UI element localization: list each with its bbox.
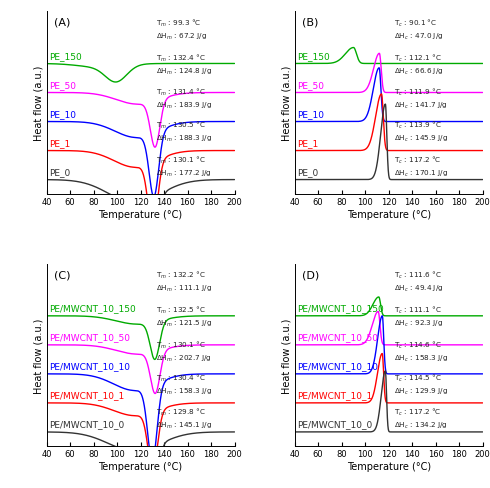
Text: PE_10: PE_10 bbox=[49, 110, 76, 119]
Text: T$_c$ : 111.6 °C
ΔH$_c$ : 49.4 J/g: T$_c$ : 111.6 °C ΔH$_c$ : 49.4 J/g bbox=[394, 269, 444, 294]
Text: PE_150: PE_150 bbox=[297, 52, 330, 61]
X-axis label: Temperature (°C): Temperature (°C) bbox=[98, 461, 183, 471]
Text: PE_50: PE_50 bbox=[49, 81, 76, 90]
X-axis label: Temperature (°C): Temperature (°C) bbox=[346, 461, 431, 471]
Text: (A): (A) bbox=[54, 18, 71, 28]
Text: T$_c$ : 111.9 °C
ΔH$_c$ : 141.7 J/g: T$_c$ : 111.9 °C ΔH$_c$ : 141.7 J/g bbox=[394, 87, 448, 111]
X-axis label: Temperature (°C): Temperature (°C) bbox=[98, 209, 183, 219]
Text: T$_c$ : 111.1 °C
ΔH$_c$ : 92.3 J/g: T$_c$ : 111.1 °C ΔH$_c$ : 92.3 J/g bbox=[394, 304, 443, 328]
Text: PE_1: PE_1 bbox=[297, 139, 318, 148]
Text: PE/MWCNT_10_0: PE/MWCNT_10_0 bbox=[49, 420, 124, 428]
Y-axis label: Heat flow (a.u.): Heat flow (a.u.) bbox=[282, 318, 292, 393]
Text: T$_m$ : 132.2 °C
ΔH$_m$ : 111.1 J/g: T$_m$ : 132.2 °C ΔH$_m$ : 111.1 J/g bbox=[156, 269, 212, 294]
Text: PE/MWCNT_10_50: PE/MWCNT_10_50 bbox=[49, 333, 130, 342]
Text: PE/MWCNT_10_50: PE/MWCNT_10_50 bbox=[297, 333, 378, 342]
Text: T$_m$ : 129.8 °C
ΔH$_m$ : 145.1 J/g: T$_m$ : 129.8 °C ΔH$_m$ : 145.1 J/g bbox=[156, 407, 212, 430]
Y-axis label: Heat flow (a.u.): Heat flow (a.u.) bbox=[282, 66, 292, 141]
Text: T$_c$ : 113.9 °C
ΔH$_c$ : 145.9 J/g: T$_c$ : 113.9 °C ΔH$_c$ : 145.9 J/g bbox=[394, 120, 448, 144]
Text: PE_50: PE_50 bbox=[297, 81, 324, 90]
Text: PE_0: PE_0 bbox=[297, 168, 318, 177]
Text: (D): (D) bbox=[302, 269, 319, 280]
Text: PE/MWCNT_10_1: PE/MWCNT_10_1 bbox=[49, 390, 124, 400]
Text: T$_c$ : 90.1 °C
ΔH$_c$ : 47.0 J/g: T$_c$ : 90.1 °C ΔH$_c$ : 47.0 J/g bbox=[394, 18, 444, 42]
Y-axis label: Heat flow (a.u.): Heat flow (a.u.) bbox=[34, 66, 44, 141]
Text: T$_m$ : 130.4 °C
ΔH$_m$ : 158.3 J/g: T$_m$ : 130.4 °C ΔH$_m$ : 158.3 J/g bbox=[156, 372, 212, 396]
Text: T$_c$ : 114.6 °C
ΔH$_c$ : 158.3 J/g: T$_c$ : 114.6 °C ΔH$_c$ : 158.3 J/g bbox=[394, 339, 448, 363]
Text: PE/MWCNT_10_1: PE/MWCNT_10_1 bbox=[297, 390, 372, 400]
Text: T$_m$ : 99.3 °C
ΔH$_m$ : 67.2 J/g: T$_m$ : 99.3 °C ΔH$_m$ : 67.2 J/g bbox=[156, 18, 207, 42]
Text: PE_10: PE_10 bbox=[297, 110, 324, 119]
Text: T$_c$ : 112.1 °C
ΔH$_c$ : 66.6 J/g: T$_c$ : 112.1 °C ΔH$_c$ : 66.6 J/g bbox=[394, 52, 444, 77]
Text: PE/MWCNT_10_150: PE/MWCNT_10_150 bbox=[297, 304, 384, 313]
Text: T$_m$ : 130.5 °C
ΔH$_m$ : 188.3 J/g: T$_m$ : 130.5 °C ΔH$_m$ : 188.3 J/g bbox=[156, 120, 212, 144]
Text: (B): (B) bbox=[302, 18, 318, 28]
Text: T$_m$ : 130.1 °C
ΔH$_m$ : 177.2 J/g: T$_m$ : 130.1 °C ΔH$_m$ : 177.2 J/g bbox=[156, 155, 211, 179]
Text: T$_m$ : 130.1 °C
ΔH$_m$ : 202.7 J/g: T$_m$ : 130.1 °C ΔH$_m$ : 202.7 J/g bbox=[156, 339, 211, 363]
Text: PE_0: PE_0 bbox=[49, 168, 70, 177]
Text: PE_150: PE_150 bbox=[49, 52, 82, 61]
Text: T$_c$ : 117.2 °C
ΔH$_c$ : 170.1 J/g: T$_c$ : 117.2 °C ΔH$_c$ : 170.1 J/g bbox=[394, 155, 448, 179]
Text: PE/MWCNT_10_10: PE/MWCNT_10_10 bbox=[49, 362, 130, 370]
Text: PE/MWCNT_10_0: PE/MWCNT_10_0 bbox=[297, 420, 372, 428]
Text: T$_m$ : 132.4 °C
ΔH$_m$ : 124.8 J/g: T$_m$ : 132.4 °C ΔH$_m$ : 124.8 J/g bbox=[156, 52, 212, 77]
Text: T$_c$ : 114.5 °C
ΔH$_c$ : 129.9 J/g: T$_c$ : 114.5 °C ΔH$_c$ : 129.9 J/g bbox=[394, 372, 448, 396]
X-axis label: Temperature (°C): Temperature (°C) bbox=[346, 209, 431, 219]
Text: PE/MWCNT_10_150: PE/MWCNT_10_150 bbox=[49, 304, 136, 313]
Y-axis label: Heat flow (a.u.): Heat flow (a.u.) bbox=[34, 318, 44, 393]
Text: PE_1: PE_1 bbox=[49, 139, 70, 148]
Text: T$_c$ : 117.2 °C
ΔH$_c$ : 134.2 J/g: T$_c$ : 117.2 °C ΔH$_c$ : 134.2 J/g bbox=[394, 407, 448, 430]
Text: T$_m$ : 132.5 °C
ΔH$_m$ : 121.5 J/g: T$_m$ : 132.5 °C ΔH$_m$ : 121.5 J/g bbox=[156, 304, 212, 328]
Text: (C): (C) bbox=[54, 269, 71, 280]
Text: PE/MWCNT_10_10: PE/MWCNT_10_10 bbox=[297, 362, 378, 370]
Text: T$_m$ : 131.4 °C
ΔH$_m$ : 183.9 J/g: T$_m$ : 131.4 °C ΔH$_m$ : 183.9 J/g bbox=[156, 87, 212, 111]
